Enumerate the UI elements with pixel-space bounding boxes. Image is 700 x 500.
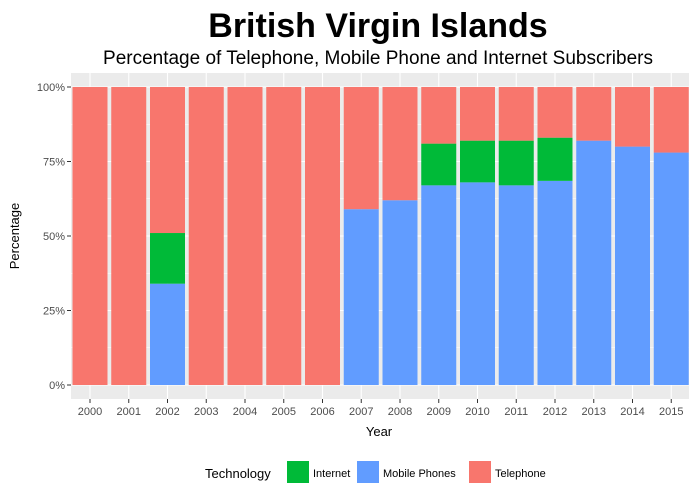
x-tick-label: 2004	[233, 406, 257, 418]
bar-telephone-2015	[653, 87, 689, 153]
bar-mobile-phones-2002	[150, 283, 185, 385]
legend-label-mobile-phones: Mobile Phones	[383, 468, 456, 480]
bar-telephone-2012	[537, 87, 573, 138]
bar-telephone-2010	[460, 87, 495, 141]
bar-telephone-2011	[498, 87, 534, 141]
x-tick-label: 2010	[465, 406, 489, 418]
bar-mobile-phones-2014	[615, 146, 650, 385]
legend-label-telephone: Telephone	[495, 468, 546, 480]
legend-label-internet: Internet	[313, 468, 350, 480]
x-tick-label: 2008	[388, 406, 412, 418]
bar-telephone-2001	[111, 87, 147, 385]
legend-key-mobile-phones	[357, 461, 379, 483]
legend: Technology Internet Mobile Phones Telephon…	[205, 461, 546, 483]
x-tick-label: 2011	[504, 406, 528, 418]
bar-mobile-phones-2007	[343, 209, 379, 385]
x-tick-label: 2005	[272, 406, 296, 418]
x-tick-label: 2006	[310, 406, 334, 418]
x-tick-label: 2014	[620, 406, 644, 418]
y-tick-label: 100%	[37, 82, 65, 94]
bar-mobile-phones-2013	[576, 140, 612, 385]
legend-key-internet	[287, 461, 309, 483]
bar-internet-2010	[460, 140, 495, 183]
bar-mobile-phones-2015	[653, 152, 689, 385]
bar-telephone-2008	[382, 87, 418, 201]
plot-area: 0% 25% 50% 75% 100% 2000 2001 2002 2003 2004 2005 2…	[37, 73, 689, 418]
bar-telephone-2000	[72, 87, 108, 385]
bar-internet-2011	[498, 140, 534, 186]
bar-mobile-phones-2011	[498, 185, 534, 385]
bar-telephone-2014	[615, 87, 650, 147]
y-tick-label: 25%	[43, 306, 65, 318]
bar-telephone-2013	[576, 87, 612, 141]
x-tick-label: 2009	[427, 406, 451, 418]
bar-mobile-phones-2010	[460, 182, 495, 385]
bar-mobile-phones-2009	[421, 185, 457, 385]
x-tick-label: 2003	[194, 406, 218, 418]
bar-mobile-phones-2008	[382, 200, 418, 385]
bar-internet-2002	[150, 233, 185, 284]
y-tick-label: 75%	[43, 157, 65, 169]
bar-mobile-phones-2012	[537, 180, 573, 385]
bar-internet-2012	[537, 137, 573, 181]
x-tick-label: 2012	[543, 406, 567, 418]
bar-telephone-2009	[421, 87, 457, 144]
x-axis-title: Year	[366, 424, 393, 439]
legend-title: Technology	[205, 466, 271, 481]
bar-telephone-2002	[150, 87, 185, 234]
y-tick-label: 0%	[49, 380, 65, 392]
bar-telephone-2007	[343, 87, 379, 210]
bar-telephone-2005	[266, 87, 302, 385]
x-tick-label: 2013	[582, 406, 606, 418]
chart-title: British Virgin Islands	[208, 7, 547, 45]
x-tick-label: 2007	[349, 406, 373, 418]
bar-telephone-2004	[227, 87, 263, 385]
y-tick-label: 50%	[43, 231, 65, 243]
chart-subtitle: Percentage of Telephone, Mobile Phone an…	[103, 48, 653, 69]
y-axis-title: Percentage	[7, 203, 22, 270]
x-tick-label: 2015	[659, 406, 683, 418]
x-tick-label: 2000	[78, 406, 102, 418]
bar-telephone-2006	[305, 87, 340, 385]
bar-internet-2009	[421, 143, 457, 186]
bar-telephone-2003	[188, 87, 224, 385]
x-tick-label: 2002	[155, 406, 179, 418]
x-tick-label: 2001	[117, 406, 141, 418]
legend-key-telephone	[469, 461, 491, 483]
